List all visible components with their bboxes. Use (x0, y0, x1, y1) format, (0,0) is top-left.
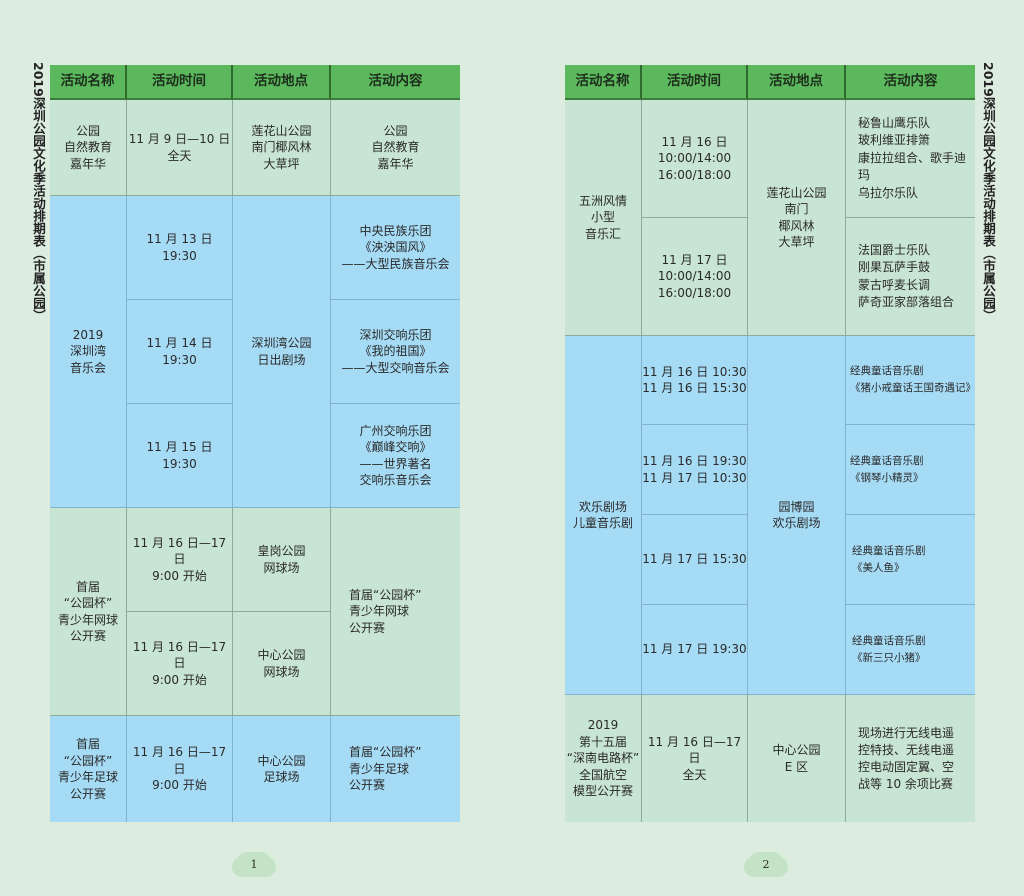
cell-time: 11 月 16 日—17 日 9:00 开始 (127, 612, 233, 716)
cell-content: 首届“公园杯” 青少年网球 公开赛 (331, 508, 460, 716)
cell-time: 11 月 9 日—10 日 全天 (127, 100, 233, 196)
cell-content: 现场进行无线电遥 控特技、无线电遥 控电动固定翼、空 战等 10 余项比赛 (846, 695, 975, 822)
cell-place: 深圳湾公园 日出剧场 (233, 196, 331, 508)
cell-place: 园博园 欢乐剧场 (748, 336, 846, 695)
header-time: 活动时间 (642, 65, 748, 100)
cell-time: 11 月 16 日 10:30 11 月 16 日 15:30 (642, 336, 748, 425)
header-name: 活动名称 (565, 65, 642, 100)
header-content: 活动内容 (331, 65, 460, 100)
cell-name: 首届 “公园杯” 青少年网球 公开赛 (50, 508, 127, 716)
cell-content: 经典童话音乐剧 《新三只小猪》 (846, 605, 975, 695)
cell-time: 11 月 15 日 19:30 (127, 404, 233, 508)
page-number-2: 2 (748, 852, 784, 876)
cell-content: 公园 自然教育 嘉年华 (331, 100, 460, 196)
cell-name: 首届 “公园杯” 青少年足球 公开赛 (50, 716, 127, 822)
cell-place: 中心公园 网球场 (233, 612, 331, 716)
cell-content: 首届“公园杯” 青少年足球 公开赛 (331, 716, 460, 822)
cell-name: 五洲风情 小型 音乐汇 (565, 100, 642, 336)
cell-content: 中央民族乐团 《泱泱国风》 ——大型民族音乐会 (331, 196, 460, 300)
header-time: 活动时间 (127, 65, 233, 100)
cell-place: 中心公园 E 区 (748, 695, 846, 822)
cell-content: 秘鲁山鹰乐队 玻利维亚排箫 康拉拉组合、歌手迪玛 乌拉尔乐队 (846, 100, 975, 218)
header-place: 活动地点 (233, 65, 331, 100)
page-number-1: 1 (236, 852, 272, 876)
cell-name: 2019 第十五届 “深南电路杯” 全国航空 模型公开赛 (565, 695, 642, 822)
cell-time: 11 月 17 日 19:30 (642, 605, 748, 695)
cell-time: 11 月 17 日 10:00/14:00 16:00/18:00 (642, 218, 748, 336)
cell-content: 法国爵士乐队 刚果瓦萨手鼓 蒙古呼麦长调 萨奇亚家部落组合 (846, 218, 975, 336)
header-content: 活动内容 (846, 65, 975, 100)
cell-content: 经典童话音乐剧 《猪小戒童话王国奇遇记》 (846, 336, 976, 425)
cell-place: 莲花山公园 南门 椰风林 大草坪 (748, 100, 846, 336)
cell-time: 11 月 16 日 10:00/14:00 16:00/18:00 (642, 100, 748, 218)
cell-content: 经典童话音乐剧 《美人鱼》 (846, 515, 975, 605)
cell-time: 11 月 14 日 19:30 (127, 300, 233, 404)
cell-place: 中心公园 足球场 (233, 716, 331, 822)
cell-content: 广州交响乐团 《巅峰交响》 ——世界著名 交响乐音乐会 (331, 404, 460, 508)
cell-time: 11 月 17 日 15:30 (642, 515, 748, 605)
cell-time: 11 月 16 日—17 日 全天 (642, 695, 748, 822)
cell-name: 2019 深圳湾 音乐会 (50, 196, 127, 508)
cell-name: 公园 自然教育 嘉年华 (50, 100, 127, 196)
cell-content: 深圳交响乐团 《我的祖国》 ——大型交响音乐会 (331, 300, 460, 404)
header-place: 活动地点 (748, 65, 846, 100)
cell-time: 11 月 13 日 19:30 (127, 196, 233, 300)
cell-time: 11 月 16 日—17 日 9:00 开始 (127, 716, 233, 822)
cell-content: 经典童话音乐剧 《钢琴小精灵》 (846, 425, 975, 515)
header-name: 活动名称 (50, 65, 127, 100)
cell-place: 皇岗公园 网球场 (233, 508, 331, 612)
side-title-left: 2019深圳公园文化季活动排期表（市属公园） (31, 62, 46, 322)
cell-place: 莲花山公园 南门椰风林 大草坪 (233, 100, 331, 196)
side-title-right: 2019深圳公园文化季活动排期表（市属公园） (981, 62, 996, 322)
cell-time: 11 月 16 日—17 日 9:00 开始 (127, 508, 233, 612)
cell-time: 11 月 16 日 19:30 11 月 17 日 10:30 (642, 425, 748, 515)
cell-name: 欢乐剧场 儿童音乐剧 (565, 336, 642, 695)
